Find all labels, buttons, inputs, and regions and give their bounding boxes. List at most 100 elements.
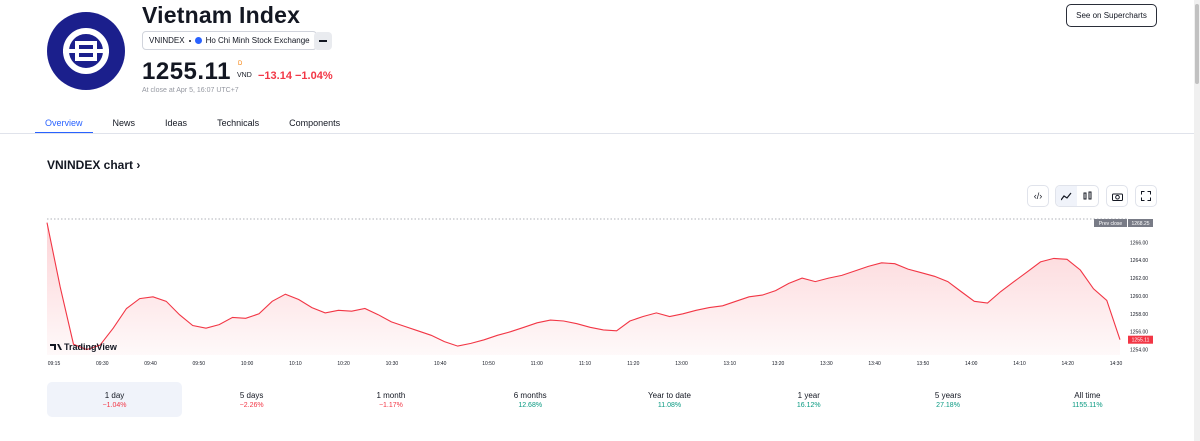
x-tick-label: 13:40 xyxy=(868,361,881,367)
tab-technicals[interactable]: Technicals xyxy=(217,118,260,128)
x-tick-label: 11:20 xyxy=(627,361,639,367)
candlestick-icon xyxy=(1083,191,1092,200)
x-tick-label: 10:00 xyxy=(241,361,254,367)
period-5-days[interactable]: 5 days −2.26% xyxy=(182,382,321,417)
area-chart-button[interactable] xyxy=(1056,186,1077,206)
price-chart[interactable]: 1266.00 1264.00 1262.00 1260.00 1258.00 1256.… xyxy=(0,210,1160,375)
period-1-year[interactable]: 1 year 16.12% xyxy=(739,382,878,417)
x-tick-label: 10:40 xyxy=(434,361,447,367)
prev-close-value: 1268.25 xyxy=(1131,221,1149,227)
y-tick-label: 1262.00 xyxy=(1130,276,1148,282)
period-change: 11.08% xyxy=(657,401,682,409)
x-tick-label: 11:10 xyxy=(579,361,591,367)
prev-close-tag: Prev close 1268.25 xyxy=(1094,219,1153,227)
minus-icon xyxy=(319,40,327,42)
more-options-button[interactable] xyxy=(314,32,332,50)
period-label: 6 months xyxy=(513,390,547,400)
symbol-chip[interactable]: VNINDEX Ho Chi Minh Stock Exchange xyxy=(142,31,317,50)
currency-superscript: D xyxy=(238,61,243,67)
chart-style-toggle xyxy=(1055,185,1099,207)
period-label: All time xyxy=(1074,390,1101,400)
tab-news[interactable]: News xyxy=(112,118,136,128)
price-area xyxy=(47,222,1120,355)
x-tick-label: 11:00 xyxy=(531,361,543,367)
prev-close-label: Prev close xyxy=(1099,221,1123,227)
x-tick-label: 13:10 xyxy=(724,361,737,367)
period-label: 1 year xyxy=(797,390,820,400)
period-change: 27.18% xyxy=(936,401,960,409)
period-5-years[interactable]: 5 years 27.18% xyxy=(878,382,1017,417)
chart-title-text: VNINDEX chart xyxy=(47,158,134,172)
last-price-tag: 1255.11 xyxy=(1128,335,1153,344)
y-tick-label: 1256.00 xyxy=(1130,330,1148,336)
chart-title-link[interactable]: VNINDEX chart › xyxy=(47,158,140,172)
last-price: 1255.11 xyxy=(142,58,231,85)
period-label: 5 years xyxy=(934,390,962,400)
x-tick-label: 14:00 xyxy=(965,361,978,367)
tradingview-logo-icon xyxy=(50,344,62,350)
period-label: Year to date xyxy=(648,390,691,400)
price-change: −13.14 −1.04% xyxy=(258,70,333,82)
x-tick-label: 09:40 xyxy=(144,361,157,367)
period-change: −1.04% xyxy=(102,401,127,409)
watermark-text: TradingView xyxy=(64,342,118,352)
area-chart-icon xyxy=(1061,192,1072,200)
fullscreen-icon xyxy=(1141,191,1151,201)
x-tick-label: 13:30 xyxy=(820,361,833,367)
separator-dot xyxy=(188,39,191,42)
period-1-month[interactable]: 1 month −1.17% xyxy=(321,382,460,417)
page-scrollbar[interactable] xyxy=(1194,0,1200,441)
x-tick-label: 10:10 xyxy=(289,361,302,367)
period-all-time[interactable]: All time 1155.11% xyxy=(1018,382,1157,417)
close-note: At close at Apr 5, 16:07 UTC+7 xyxy=(142,87,239,94)
period-year-to-date[interactable]: Year to date 11.08% xyxy=(600,382,739,417)
see-on-supercharts-button[interactable]: See on Supercharts xyxy=(1066,4,1157,27)
snapshot-button[interactable] xyxy=(1106,185,1128,207)
currency-label: VND xyxy=(237,72,252,79)
period-change: 1155.11% xyxy=(1072,401,1103,409)
section-tabs: Overview News Ideas Technicals Component… xyxy=(35,113,370,134)
period-change: 12.68% xyxy=(518,401,543,409)
exchange-label: Ho Chi Minh Stock Exchange xyxy=(205,36,310,45)
x-tick-label: 10:50 xyxy=(482,361,495,367)
period-label: 5 days xyxy=(239,390,264,400)
candlestick-button[interactable] xyxy=(1077,186,1098,206)
symbol-label: VNINDEX xyxy=(149,36,185,45)
tradingview-watermark: TradingView xyxy=(50,342,118,352)
code-icon: ‹/› xyxy=(1033,191,1043,201)
fullscreen-button[interactable] xyxy=(1135,185,1157,207)
exchange-globe-icon xyxy=(194,37,202,44)
x-tick-label: 09:50 xyxy=(193,361,206,367)
tab-divider xyxy=(0,133,1200,134)
x-tick-label: 13:50 xyxy=(917,361,930,367)
y-axis: 1266.00 1264.00 1262.00 1260.00 1258.00 1256.… xyxy=(1130,240,1148,353)
performance-periods: 1 day −1.04% 5 days −2.26% 1 month −1.17% 6 mo… xyxy=(47,382,1157,417)
x-tick-label: 14:30 xyxy=(1110,361,1123,367)
x-tick-label: 10:20 xyxy=(337,361,350,367)
period-6-months[interactable]: 6 months 12.68% xyxy=(461,382,600,417)
embed-button[interactable]: ‹/› xyxy=(1027,185,1049,207)
x-tick-label: 13:00 xyxy=(675,361,688,367)
last-price-label: 1255.11 xyxy=(1132,338,1150,344)
x-tick-label: 14:20 xyxy=(1061,361,1074,367)
chevron-right-icon: › xyxy=(133,158,141,172)
x-tick-label: 13:20 xyxy=(772,361,785,367)
period-change: −2.26% xyxy=(239,401,264,409)
vnindex-logo xyxy=(47,12,125,90)
x-tick-label: 14:10 xyxy=(1013,361,1026,367)
page-title: Vietnam Index xyxy=(142,2,301,28)
camera-icon xyxy=(1111,193,1123,201)
tab-components[interactable]: Components xyxy=(289,118,341,128)
period-1-day[interactable]: 1 day −1.04% xyxy=(47,382,182,417)
scrollbar-thumb[interactable] xyxy=(1195,4,1199,84)
x-tick-label: 10:30 xyxy=(386,361,399,367)
x-tick-label: 09:15 xyxy=(48,361,61,367)
price-line xyxy=(46,222,1121,351)
x-axis: 09:15 09:30 09:40 09:50 10:00 10:10 10:20 10:30… xyxy=(48,361,1123,367)
y-tick-label: 1260.00 xyxy=(1130,294,1148,300)
period-change: 16.12% xyxy=(796,401,821,409)
period-change: −1.17% xyxy=(378,401,403,409)
tab-ideas[interactable]: Ideas xyxy=(165,118,188,128)
tab-overview[interactable]: Overview xyxy=(35,113,92,134)
